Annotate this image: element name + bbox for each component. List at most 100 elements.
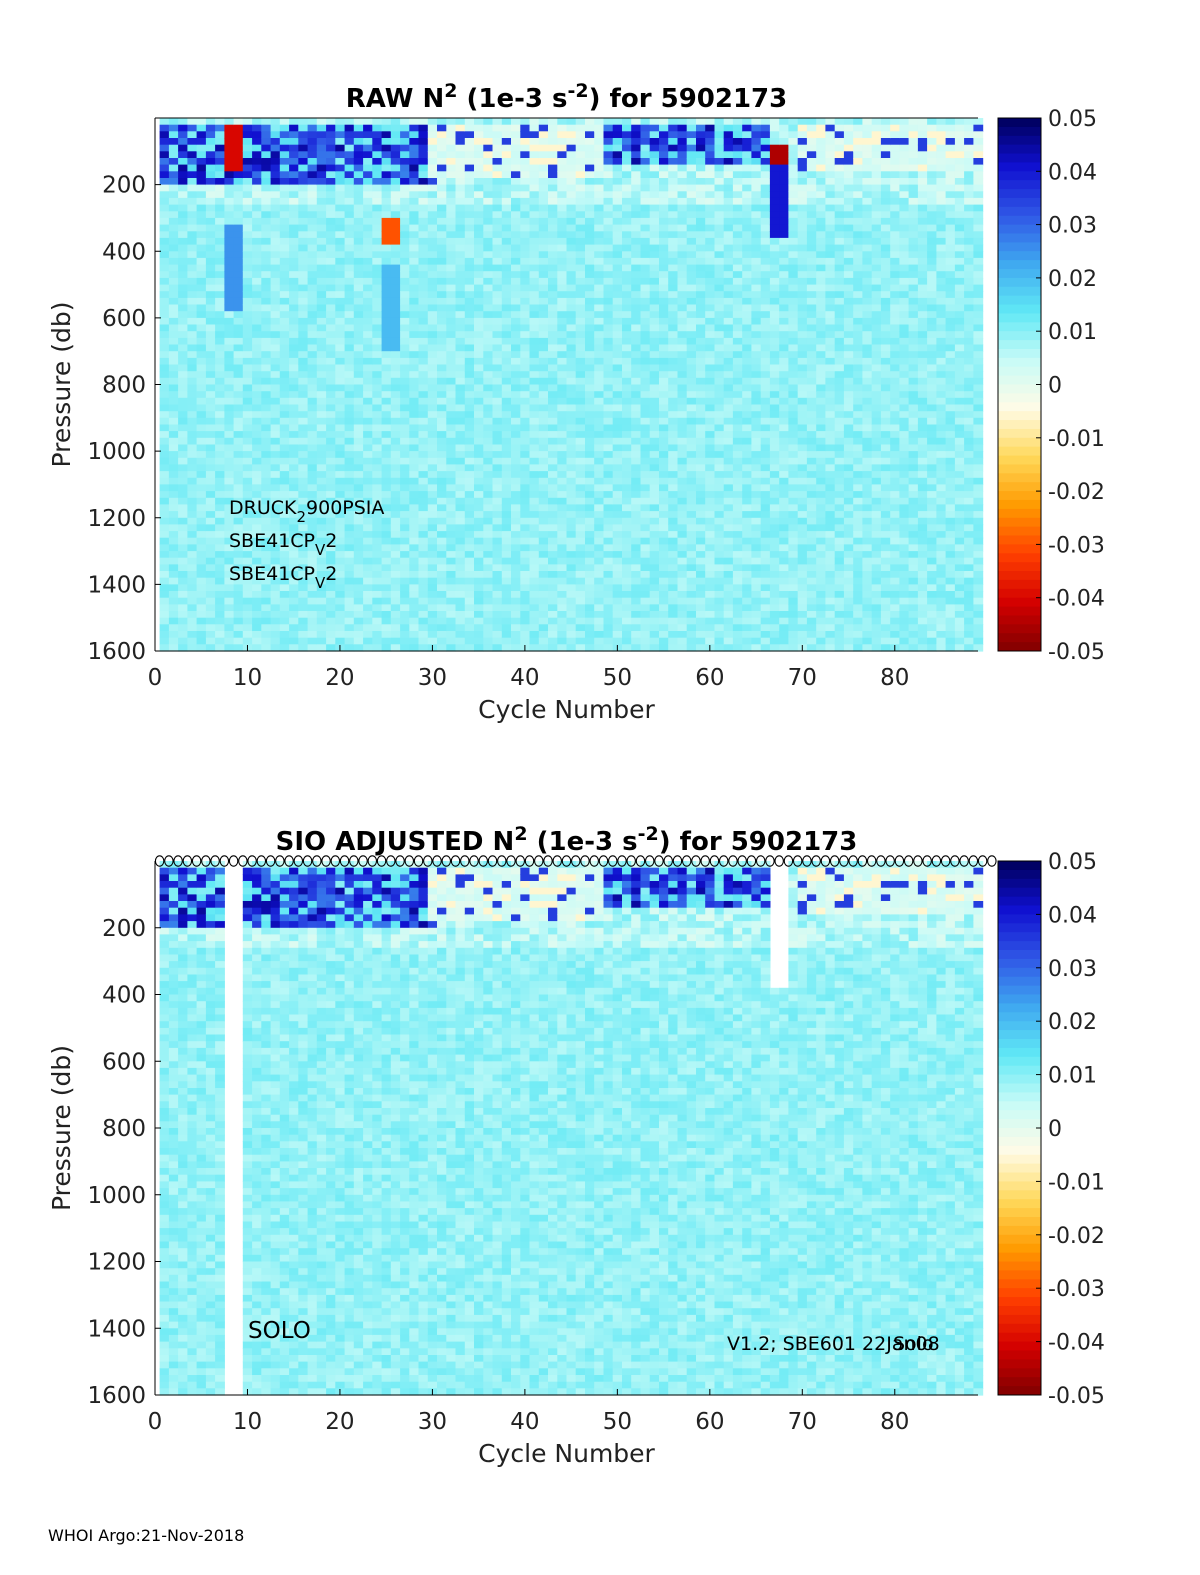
heatmap-cell	[224, 184, 235, 192]
heatmap-cell	[381, 497, 392, 506]
heatmap-cell	[585, 331, 595, 339]
heatmap-cell	[381, 557, 392, 565]
heatmap-cell	[307, 131, 318, 139]
heatmap-cell	[714, 517, 725, 526]
heatmap-cell	[594, 224, 604, 232]
heatmap-cell	[705, 197, 715, 206]
heatmap-cell	[575, 484, 586, 492]
heatmap-cell	[363, 437, 373, 446]
heatmap-cell	[390, 178, 401, 186]
heatmap-cell	[631, 571, 641, 579]
heatmap-cell	[279, 577, 290, 585]
heatmap-cell	[215, 224, 225, 232]
heatmap-cell	[187, 531, 198, 539]
heatmap-cell	[464, 624, 475, 632]
heatmap-cell	[705, 384, 715, 392]
heatmap-cell	[649, 571, 660, 579]
heatmap-cell	[622, 404, 632, 412]
heatmap-cell	[242, 437, 253, 446]
heatmap-cell	[446, 244, 457, 252]
heatmap-cell	[372, 551, 383, 559]
heatmap-cell	[492, 324, 503, 332]
heatmap-cell	[427, 204, 438, 212]
heatmap-cell	[233, 144, 244, 152]
heatmap-cell	[520, 251, 531, 259]
heatmap-cell	[270, 291, 281, 299]
heatmap-cell	[612, 311, 623, 319]
heatmap-cell	[326, 118, 336, 126]
heatmap-cell	[511, 391, 521, 399]
heatmap-cell	[159, 557, 170, 565]
heatmap-cell	[686, 644, 697, 652]
heatmap-cell	[723, 144, 734, 152]
heatmap-cell	[511, 277, 521, 286]
heatmap-cell	[677, 244, 688, 252]
heatmap-cell	[215, 624, 225, 632]
heatmap-cell	[409, 417, 420, 426]
heatmap-cell	[501, 264, 512, 272]
heatmap-cell	[585, 564, 595, 572]
heatmap-cell	[270, 591, 281, 599]
heatmap-cell	[511, 311, 521, 319]
heatmap-cell	[649, 211, 660, 219]
heatmap-cell	[474, 471, 484, 479]
heatmap-cell	[270, 151, 281, 159]
heatmap-cell	[409, 331, 420, 339]
heatmap-cell	[612, 231, 623, 239]
heatmap-cell	[557, 251, 568, 259]
heatmap-cell	[215, 244, 225, 252]
heatmap-cell	[418, 431, 429, 439]
heatmap-cell	[205, 257, 216, 266]
heatmap-cell	[298, 391, 309, 399]
heatmap-cell	[446, 457, 457, 466]
heatmap-cell	[289, 204, 299, 212]
heatmap-cell	[714, 397, 725, 406]
heatmap-cell	[381, 397, 392, 406]
heatmap-cell	[464, 631, 475, 639]
heatmap-cell	[529, 144, 540, 152]
heatmap-cell	[705, 297, 715, 306]
heatmap-cell	[714, 471, 725, 479]
heatmap-cell	[455, 524, 466, 532]
heatmap-cell	[326, 477, 336, 486]
heatmap-cell	[649, 237, 660, 246]
heatmap-cell	[215, 151, 225, 159]
heatmap-cell	[159, 264, 170, 272]
heatmap-cell	[529, 544, 540, 552]
heatmap-cell	[289, 564, 299, 572]
heatmap-cell	[696, 224, 706, 232]
heatmap-cell	[205, 404, 216, 412]
heatmap-cell	[335, 571, 346, 579]
heatmap-cell	[575, 331, 586, 339]
heatmap-cell	[640, 351, 651, 359]
heatmap-cell	[464, 577, 475, 585]
heatmap-cell	[381, 124, 392, 132]
heatmap-cell	[464, 404, 475, 412]
heatmap-cell	[252, 191, 262, 199]
heatmap-cell	[178, 257, 188, 266]
heatmap-cell	[538, 484, 549, 492]
heatmap-cell	[603, 524, 614, 532]
heatmap-cell	[326, 284, 336, 292]
heatmap-cell	[575, 384, 586, 392]
heatmap-cell	[233, 164, 244, 172]
heatmap-cell	[714, 537, 725, 545]
heatmap-cell	[168, 237, 179, 246]
heatmap-cell	[455, 158, 466, 166]
heatmap-cell	[668, 131, 678, 139]
heatmap-cell	[705, 344, 715, 352]
heatmap-cell	[714, 158, 725, 166]
heatmap-cell	[289, 537, 299, 545]
heatmap-cell	[261, 131, 272, 139]
heatmap-cell	[316, 224, 327, 232]
heatmap-cell	[723, 564, 734, 572]
heatmap-cell	[372, 217, 383, 226]
heatmap-cell	[335, 524, 346, 532]
heatmap-cell	[705, 631, 715, 639]
heatmap-cell	[335, 231, 346, 239]
heatmap-cell	[307, 624, 318, 632]
heatmap-cell	[612, 604, 623, 612]
heatmap-cell	[381, 524, 392, 532]
heatmap-cell	[668, 284, 678, 292]
heatmap-cell	[640, 191, 651, 199]
